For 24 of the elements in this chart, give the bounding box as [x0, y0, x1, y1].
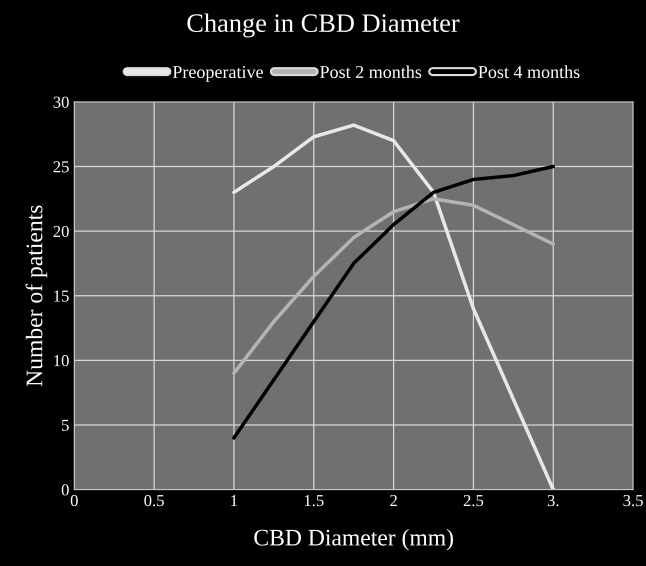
x-tick-label: 0.5 [144, 494, 164, 506]
line-series [232, 164, 555, 440]
y-tick-label: 25 [53, 161, 69, 172]
x-tick-label: 3.5 [623, 494, 643, 506]
x-axis-title: CBD Diameter (mm) [254, 529, 453, 550]
legend-label: Post 2 months [320, 65, 422, 78]
y-tick-label: 20 [53, 226, 69, 238]
line-series [232, 123, 555, 490]
x-tick-label: 1.5 [304, 495, 324, 506]
y-tick-label: 10 [54, 355, 69, 366]
x-tick-label: 3. [548, 494, 558, 506]
legend-label: Post 4 months [478, 65, 580, 78]
x-tick-label: 0 [70, 494, 78, 506]
x-tick-label: 2.5 [464, 494, 484, 506]
x-tick-label: 1 [231, 495, 238, 506]
legend-label: Preoperative [172, 66, 263, 82]
y-tick-label: 30 [54, 96, 69, 108]
line-series [232, 197, 555, 376]
y-tick-label: 5 [62, 420, 69, 431]
y-tick-label: 15 [54, 290, 69, 302]
chart-title: Change in CBD Diameter [187, 13, 460, 38]
x-tick-label: 2 [390, 494, 397, 506]
y-axis-title: Number of patients [26, 205, 48, 386]
y-tick-label: 0 [62, 484, 69, 496]
